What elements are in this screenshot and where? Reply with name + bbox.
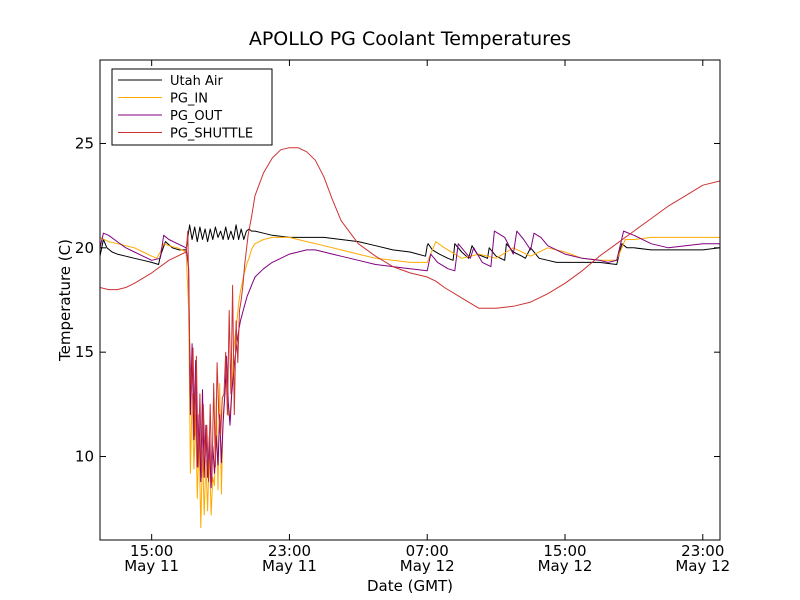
y-tick-label: 25	[75, 134, 94, 152]
series-line-pg-shuttle	[100, 147, 720, 483]
x-tick-time-label: 07:00	[406, 542, 449, 560]
y-tick-label: 15	[75, 343, 94, 361]
y-tick-label: 10	[75, 448, 94, 466]
plot-frame	[99, 59, 721, 541]
legend-entry-label: PG_SHUTTLE	[170, 127, 253, 142]
x-tick-date-label: May 12	[675, 557, 730, 575]
y-tick-label: 20	[75, 239, 94, 257]
x-tick-date-label: May 11	[124, 557, 179, 575]
x-tick-date-label: May 12	[538, 557, 593, 575]
legend: Utah Air PG_IN PG_OUT PG_SHUTTLE	[111, 68, 273, 146]
x-tick-time-label: 23:00	[268, 542, 311, 560]
y-axis-label: Temperature (C)	[56, 239, 74, 362]
x-axis-label: Date (GMT)	[367, 577, 453, 595]
legend-entry-label: PG_IN	[170, 92, 208, 107]
x-tick-date-label: May 12	[400, 557, 455, 575]
chart-title: APOLLO PG Coolant Temperatures	[249, 28, 571, 50]
x-tick-time-label: 15:00	[543, 542, 586, 560]
x-tick-date-label: May 11	[262, 557, 317, 575]
x-tick-time-label: 15:00	[130, 542, 173, 560]
x-tick-time-label: 23:00	[681, 542, 724, 560]
legend-entry-label: PG_OUT	[170, 109, 222, 124]
series-layer	[100, 147, 720, 528]
legend-entry-label: Utah Air	[170, 74, 223, 89]
